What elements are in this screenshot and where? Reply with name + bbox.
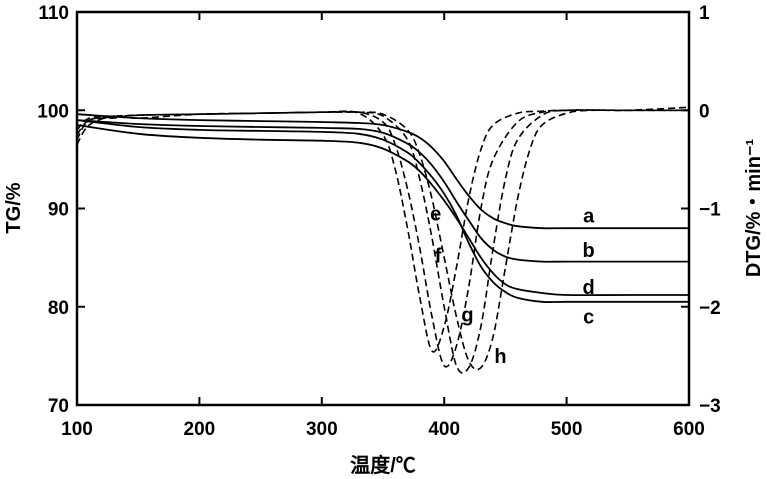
x-tick-label: 100 [61, 419, 93, 440]
x-tick-label: 500 [551, 419, 583, 440]
y-left-tick-label: 110 [38, 3, 69, 24]
ticks-layer: 100 200 300 400 500 600 70 80 90 100 110 −3 −2 −1 0 1 [37, 3, 721, 440]
y-left-tick-label: 100 [37, 101, 69, 122]
curve-label-f: f [435, 246, 442, 268]
x-axis-title: 温度/℃ [350, 453, 416, 477]
series-c-line [76, 119, 689, 304]
x-tick-label: 300 [306, 419, 338, 440]
series-b-line [76, 119, 689, 263]
curve-label-e: e [430, 203, 441, 225]
y-left-tick-label: 90 [48, 200, 69, 221]
series-e-line [76, 109, 689, 353]
series-f-line [76, 109, 689, 368]
curve-label-a: a [583, 205, 595, 227]
series-layer [76, 106, 690, 374]
x-tick-label: 200 [184, 419, 216, 440]
series-d-line [76, 124, 689, 297]
y-axis-right-title: DTG/%・min⁻¹ [743, 139, 765, 278]
curve-label-c: c [583, 307, 594, 329]
curve-label-h: h [494, 346, 506, 368]
y-right-tick-label: 1 [699, 3, 710, 24]
y-right-tick-label: −2 [699, 298, 721, 319]
y-right-tick-label: 0 [699, 101, 710, 122]
y-axis-left-title: TG/% [3, 182, 25, 233]
curve-label-d: d [583, 277, 595, 299]
x-tick-label: 400 [428, 419, 460, 440]
y-right-tick-label: −1 [699, 200, 721, 221]
y-left-tick-label: 80 [48, 298, 69, 319]
y-right-tick-label: −3 [699, 396, 721, 417]
series-a-line [76, 113, 689, 230]
x-tick-label: 600 [673, 419, 705, 440]
curve-label-g: g [461, 305, 473, 327]
y-left-tick-label: 70 [48, 396, 69, 417]
series-h-line [76, 106, 690, 371]
plot-frame [75, 10, 691, 407]
curve-label-b: b [583, 240, 595, 262]
